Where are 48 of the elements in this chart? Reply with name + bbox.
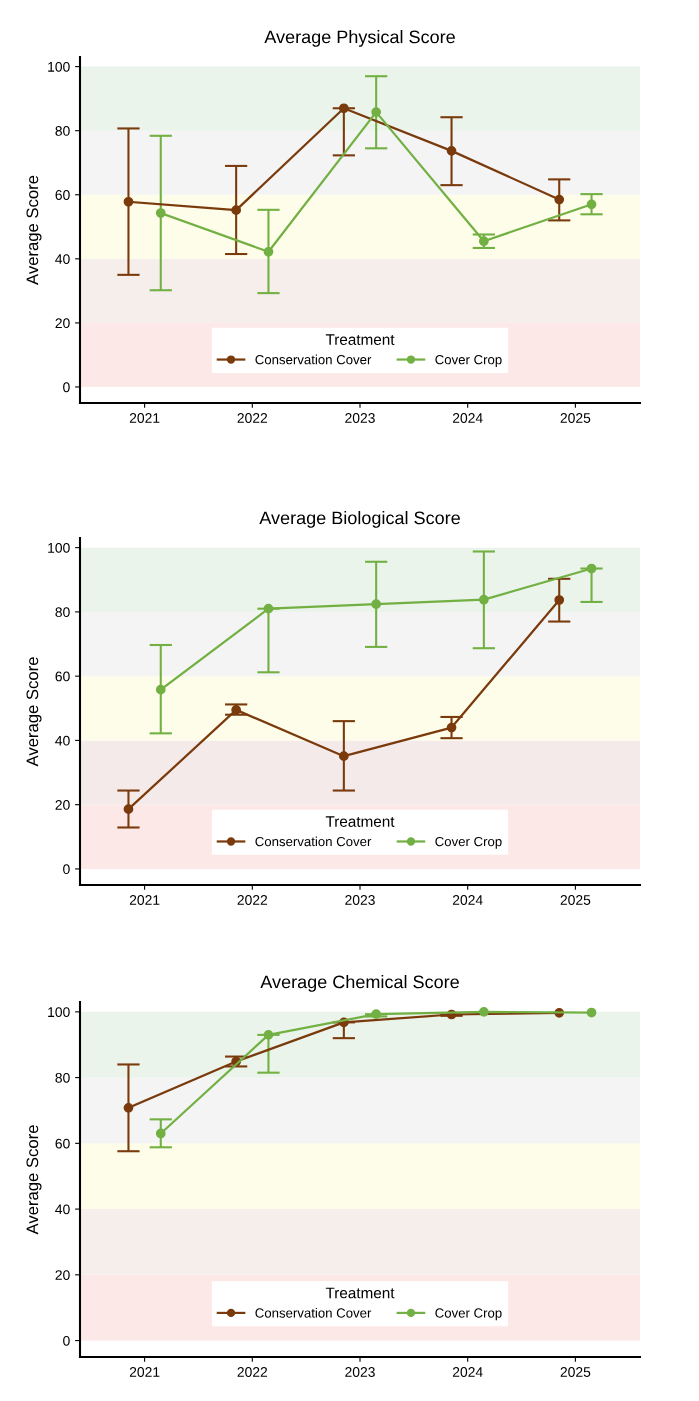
y-tick-label: 80	[55, 607, 70, 618]
y-tick-label: 20	[55, 318, 70, 329]
y-tick-label: 100	[48, 542, 70, 553]
y-tick-label: 40	[55, 254, 70, 264]
y-tick-label: 100	[48, 61, 70, 72]
x-tick-label: 2021	[129, 1367, 160, 1377]
x-tick-label: 2023	[345, 413, 375, 423]
x-tick-label: 2023	[345, 895, 375, 905]
legend-label: Conservation Cover	[255, 1307, 372, 1318]
x-tick-label: 2021	[129, 413, 160, 423]
x-tick-label: 2024	[452, 413, 483, 423]
y-axis-title: Average Score	[26, 1125, 42, 1235]
legend-label: Cover Crop	[435, 836, 502, 849]
y-tick-label: 60	[55, 190, 70, 200]
x-tick-label: 2022	[237, 895, 268, 905]
legend-label: Conservation Cover	[255, 836, 372, 847]
y-tick-label: 20	[55, 800, 70, 810]
legend-label: Cover Crop	[435, 354, 502, 367]
chart-title: Average Physical Score	[264, 30, 455, 47]
x-tick-label: 2022	[237, 1367, 268, 1377]
y-tick-label: 80	[55, 126, 70, 136]
y-tick-label: 60	[55, 671, 70, 682]
x-tick-label: 2025	[560, 413, 591, 423]
y-axis-title: Average Score	[26, 175, 42, 285]
y-tick-label: 20	[55, 1270, 70, 1280]
legend-label: Conservation Cover	[255, 354, 372, 365]
legend-title: Treatment	[325, 816, 395, 827]
y-tick-label: 40	[55, 735, 70, 746]
x-tick-label: 2024	[452, 1367, 483, 1377]
y-axis-title: Average Score	[26, 657, 42, 767]
y-tick-label: 100	[48, 1007, 70, 1018]
y-tick-label: 40	[55, 1204, 70, 1215]
legend-title: Treatment	[325, 334, 395, 345]
y-tick-label: 0	[63, 864, 70, 875]
x-tick-label: 2023	[345, 1367, 375, 1377]
legend-title: Treatment	[325, 1287, 395, 1299]
x-tick-label: 2022	[237, 413, 268, 423]
x-tick-label: 2021	[129, 895, 160, 905]
y-tick-label: 0	[63, 382, 70, 393]
y-tick-label: 0	[63, 1335, 70, 1346]
chart-title: Average Chemical Score	[260, 975, 459, 992]
y-tick-label: 60	[55, 1138, 70, 1149]
x-tick-label: 2025	[560, 1367, 591, 1377]
y-tick-label: 80	[55, 1072, 70, 1083]
x-tick-label: 2025	[560, 895, 591, 905]
x-tick-label: 2024	[452, 895, 483, 905]
legend-label: Cover Crop	[435, 1308, 502, 1321]
chart-title: Average Biological Score	[259, 511, 460, 528]
